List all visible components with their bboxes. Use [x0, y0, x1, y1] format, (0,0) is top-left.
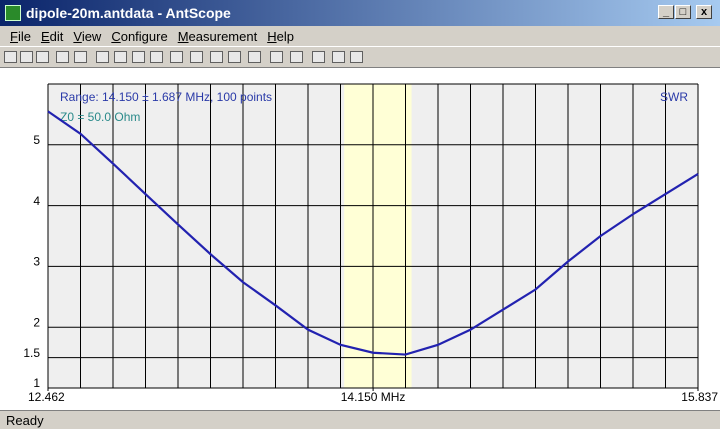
toolbar-button[interactable]: [4, 51, 17, 63]
menu-item[interactable]: Measurement: [177, 29, 258, 44]
toolbar-button[interactable]: [36, 51, 49, 63]
close-button[interactable]: x: [696, 5, 712, 19]
toolbar-button[interactable]: [228, 51, 241, 63]
toolbar-button[interactable]: [132, 51, 145, 63]
toolbar-button[interactable]: [210, 51, 223, 63]
toolbar-button[interactable]: [332, 51, 345, 63]
y-tick-label: 4: [33, 194, 40, 208]
toolbar-button[interactable]: [270, 51, 283, 63]
toolbar-button[interactable]: [96, 51, 109, 63]
swr-curve: [47, 110, 699, 356]
toolbar-button[interactable]: [74, 51, 87, 63]
status-bar: Ready: [0, 410, 720, 429]
toolbar-button[interactable]: [248, 51, 261, 63]
toolbar-button[interactable]: [170, 51, 183, 63]
toolbar-button[interactable]: [312, 51, 325, 63]
toolbar-button[interactable]: [150, 51, 163, 63]
x-tick-label: 12.462: [28, 390, 65, 404]
x-tick-label: 14.150 MHz: [341, 390, 406, 404]
toolbar-button[interactable]: [56, 51, 69, 63]
chart: 1 1.5 2 3 4 5 12.462 14.150 MHz 15.837 Range: 14.…: [0, 68, 720, 410]
window-title: dipole-20m.antdata - AntScope: [26, 5, 231, 21]
toolbar: [0, 46, 720, 68]
menu-item[interactable]: File: [10, 29, 31, 44]
menu-item[interactable]: Help: [267, 29, 294, 44]
toolbar-button[interactable]: [20, 51, 33, 63]
z0-annotation: Z0 = 50.0 Ohm: [60, 110, 140, 124]
range-annotation: Range: 14.150 ± 1.687 MHz, 100 points: [60, 90, 272, 104]
title-bar: dipole-20m.antdata - AntScope _ □ x: [0, 0, 720, 26]
y-tick-label: 3: [33, 255, 40, 269]
y-tick-label: 5: [33, 133, 40, 147]
y-tick-label: 2: [33, 315, 40, 329]
highlight-band: [344, 84, 412, 388]
menu-item[interactable]: View: [73, 29, 102, 44]
maximize-button[interactable]: □: [675, 5, 691, 19]
y-axis-label: SWR: [660, 90, 688, 104]
app-icon: [5, 5, 21, 21]
toolbar-button[interactable]: [350, 51, 363, 63]
y-tick-label: 1.5: [23, 346, 40, 360]
menu-item[interactable]: Configure: [111, 29, 168, 44]
status-text: Ready: [6, 413, 44, 428]
menu-bar: File Edit View Configure Measurement Help: [0, 26, 720, 46]
toolbar-button[interactable]: [290, 51, 303, 63]
toolbar-button[interactable]: [114, 51, 127, 63]
toolbar-button[interactable]: [190, 51, 203, 63]
minimize-button[interactable]: _: [658, 5, 674, 19]
menu-item[interactable]: Edit: [40, 29, 64, 44]
y-tick-label: 1: [33, 376, 40, 390]
x-tick-label: 15.837: [681, 390, 718, 404]
